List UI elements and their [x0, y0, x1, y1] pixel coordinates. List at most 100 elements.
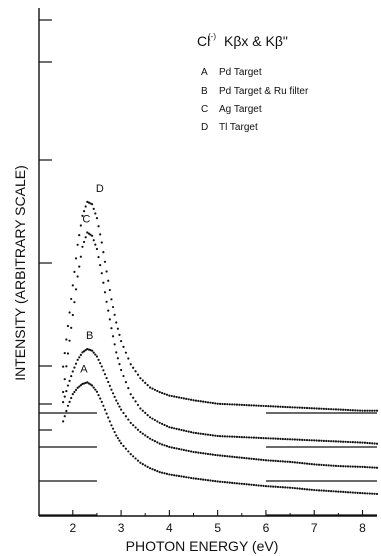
series-C-point — [62, 390, 65, 394]
series-C-point — [122, 374, 125, 378]
series-C-point — [327, 439, 330, 443]
series-D-point — [339, 408, 342, 411]
x-tick-label-3: 3 — [118, 521, 125, 535]
series-A-point — [209, 479, 212, 482]
series-D-point — [284, 405, 287, 409]
series-A-point — [218, 480, 222, 483]
series-A-point — [79, 384, 82, 387]
x-tick-label-5: 5 — [214, 521, 221, 535]
series-A-point — [71, 393, 74, 396]
series-B-point — [99, 362, 102, 365]
series-C-point — [108, 318, 111, 321]
series-A-point — [276, 485, 280, 489]
series-B-point — [368, 466, 371, 469]
series-B-point — [173, 446, 176, 450]
series-B-point — [226, 455, 229, 458]
series-A-point — [97, 394, 100, 397]
series-A-point — [308, 488, 311, 491]
series-C-point — [81, 245, 84, 248]
series-B-point — [151, 438, 154, 442]
series-C-point — [279, 437, 282, 440]
series-A-point — [281, 486, 284, 489]
series-B-point — [228, 455, 231, 458]
series-A-point — [211, 479, 214, 482]
series-C-point — [199, 432, 202, 435]
chart-title-main: Cl — [197, 33, 210, 49]
series-C-point — [84, 236, 87, 239]
series-D-point — [317, 407, 321, 410]
series-B-point — [279, 460, 282, 463]
series-A-point — [113, 430, 116, 434]
series-D-point — [375, 409, 379, 412]
series-D-point — [279, 405, 282, 408]
series-C-point — [296, 438, 299, 441]
series-A-point — [262, 484, 265, 488]
baseline-layer — [39, 412, 377, 516]
series-C-point — [161, 422, 164, 425]
series-D-point — [223, 402, 226, 406]
series-A-point — [197, 477, 200, 481]
series-B-point — [74, 362, 78, 365]
series-C-point — [313, 439, 316, 442]
series-D-point — [82, 210, 86, 213]
series-D-point — [108, 288, 111, 292]
series-A-point — [68, 400, 71, 403]
series-A-point — [153, 469, 156, 472]
series-C-point — [107, 309, 110, 312]
series-A-point — [325, 489, 328, 492]
series-C-point — [240, 436, 243, 439]
series-D-point — [116, 327, 119, 330]
series-C-point — [82, 240, 86, 244]
series-C-point — [368, 442, 371, 445]
series-B-point — [84, 349, 87, 352]
series-A-point — [359, 491, 362, 495]
series-C-point — [156, 420, 159, 423]
series-B-point — [70, 375, 73, 378]
series-C-point — [371, 442, 374, 445]
series-A-point — [78, 385, 81, 388]
series-D-point — [322, 407, 325, 410]
series-A-point — [118, 439, 121, 442]
series-B-point — [359, 465, 362, 468]
series-D-point — [78, 234, 81, 237]
series-C-point — [153, 418, 156, 422]
series-B-point — [327, 464, 330, 467]
series-A-point — [288, 486, 292, 489]
series-D-point — [274, 405, 277, 408]
series-D-point — [158, 391, 161, 394]
series-B-point — [298, 461, 301, 465]
series-B-point — [317, 463, 321, 466]
series-B-point — [214, 453, 217, 457]
series-D-point — [124, 351, 128, 354]
series-D-point — [337, 408, 340, 411]
series-A-point — [214, 480, 217, 483]
series-B-point — [66, 384, 70, 387]
series-D-point — [361, 409, 364, 412]
series-A-point — [313, 488, 316, 492]
series-D-point — [320, 407, 323, 410]
series-B-point — [197, 451, 200, 454]
series-B-point — [293, 461, 297, 464]
series-D-point — [330, 408, 333, 411]
series-C-point — [141, 409, 144, 412]
series-A-point — [146, 465, 149, 468]
series-D-point — [327, 407, 330, 411]
series-B-point — [63, 395, 66, 398]
series-D-point — [66, 324, 70, 328]
series-C-point — [351, 441, 354, 444]
series-B-point — [91, 349, 94, 352]
data-layer — [62, 200, 379, 496]
series-C-point — [359, 441, 362, 444]
series-A-point — [375, 492, 379, 496]
series-D-point — [228, 403, 231, 406]
series-B-point — [92, 351, 95, 354]
series-C-point — [264, 437, 268, 440]
series-C-point — [231, 435, 234, 438]
series-A-point — [204, 478, 207, 481]
series-A-point — [255, 484, 258, 487]
series-C-point — [342, 440, 345, 443]
series-C-point — [144, 411, 147, 414]
series-B-point — [325, 464, 328, 467]
series-D-point — [269, 405, 272, 408]
series-D-point — [161, 391, 164, 395]
